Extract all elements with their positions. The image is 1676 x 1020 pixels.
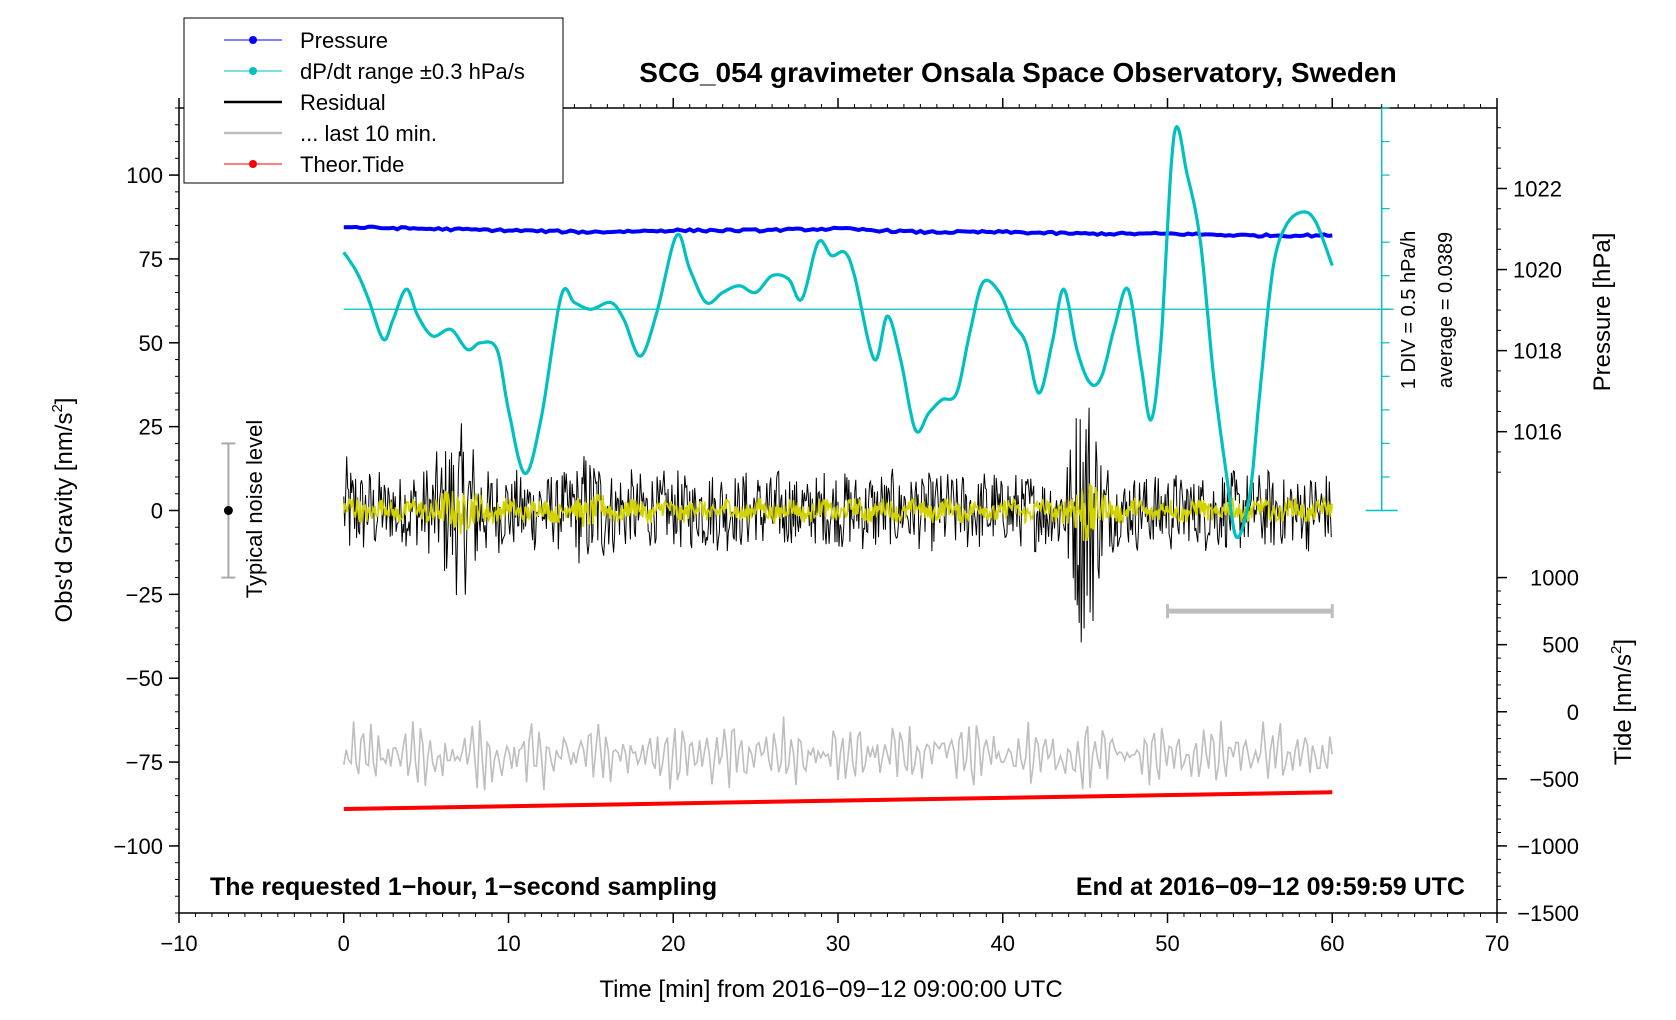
last-10-min-line — [343, 716, 1333, 791]
pressure-tick-label: 1016 — [1513, 420, 1562, 445]
legend-marker — [249, 67, 257, 75]
y-axis-label-tide-prefix: Tide [nm/s — [1610, 654, 1637, 765]
dpdt-scale-label: 1 DIV = 0.5 hPa/h — [1398, 231, 1420, 389]
y-tick-label-left: 25 — [139, 415, 163, 440]
footer-left-note: The requested 1−hour, 1−second sampling — [210, 873, 717, 901]
y-tick-label-left: −25 — [126, 582, 163, 607]
y-axis-label-tide: Tide [nm/s2] — [1608, 639, 1637, 765]
tide-tick-label: 0 — [1567, 700, 1579, 725]
tide-tick-label: −1500 — [1517, 901, 1579, 926]
axes-layer: −10 0 10 20 30 40 50 60 701007550250−25−50−75−10… — [113, 98, 1579, 956]
tide-tick-label: 1000 — [1530, 566, 1579, 591]
legend-marker — [249, 160, 257, 168]
pressure-tick-label: 1018 — [1513, 339, 1562, 364]
legend-label: Pressure — [300, 28, 388, 53]
legend-box — [183, 17, 564, 184]
y-tick-label-left: 75 — [139, 247, 163, 272]
y-tick-label-left: −100 — [113, 834, 163, 859]
x-tick-label: 70 — [1485, 931, 1509, 956]
x-tick-label: 0 — [338, 931, 350, 956]
theor-tide-line — [343, 790, 1333, 811]
pressure-tick-label: 1020 — [1513, 258, 1562, 283]
tide-tick-label: 500 — [1542, 633, 1579, 658]
noise-bar-center-dot — [223, 506, 233, 515]
y-axis-label-tide-sup: 2 — [1608, 646, 1625, 654]
x-tick-label: 60 — [1320, 931, 1344, 956]
x-tick-label: 40 — [991, 931, 1015, 956]
pressure-tick-label: 1022 — [1513, 177, 1562, 202]
dpdt-line — [342, 124, 1334, 540]
tide-tick-label: −500 — [1529, 767, 1579, 792]
y-axis-label-left-sup: 2 — [49, 404, 66, 412]
y-tick-label-left: −75 — [126, 750, 163, 775]
y-tick-label-left: 50 — [139, 331, 163, 356]
footer-right-note: End at 2016−09−12 09:59:59 UTC — [1076, 873, 1465, 901]
legend-label: ... last 10 min. — [300, 121, 437, 146]
legend: Pressure dP/dt range ±0.3 hPa/s Residual..… — [183, 17, 564, 184]
series-layer — [342, 124, 1334, 811]
y-axis-label-left: Obs'd Gravity [nm/s2] — [49, 398, 78, 623]
x-tick-label: 50 — [1155, 931, 1179, 956]
x-tick-label: 10 — [496, 931, 520, 956]
x-tick-label: −10 — [160, 931, 197, 956]
x-axis-label: Time [min] from 2016−09−12 09:00:00 UTC — [599, 976, 1062, 1003]
y-axis-label-tide-suffix: ] — [1610, 639, 1637, 646]
residual-smoothed-line — [343, 483, 1333, 542]
noise-level-label: Typical noise level — [242, 420, 267, 599]
chart-title: SCG_054 gravimeter Onsala Space Observat… — [639, 57, 1396, 88]
y-tick-label-left: 0 — [151, 499, 163, 524]
dpdt-average-label: average = 0.0389 — [1435, 232, 1457, 388]
legend-label: Residual — [300, 90, 386, 115]
y-tick-label-left: −50 — [126, 666, 163, 691]
legend-marker — [249, 36, 257, 44]
legend-label: Theor.Tide — [300, 152, 404, 177]
x-tick-label: 30 — [826, 931, 850, 956]
y-axis-label-left-prefix: Obs'd Gravity [nm/s — [51, 413, 78, 623]
tide-tick-label: −1000 — [1517, 834, 1579, 859]
legend-label: dP/dt range ±0.3 hPa/s — [300, 59, 525, 84]
y-tick-label-left: 100 — [126, 163, 163, 188]
x-tick-label: 20 — [661, 931, 685, 956]
y-axis-label-left-suffix: ] — [51, 398, 78, 405]
y-axis-label-pressure: Pressure [hPa] — [1589, 233, 1616, 392]
